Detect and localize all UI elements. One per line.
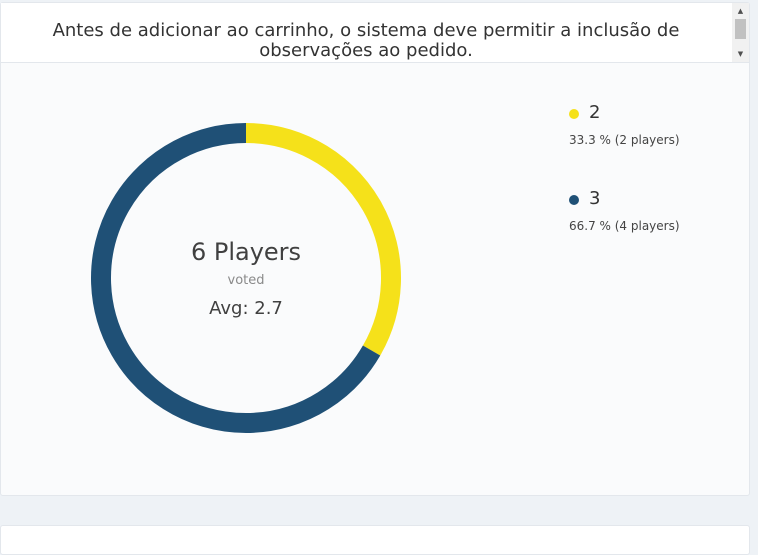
donut-slice-2 (245, 123, 401, 356)
legend-dot-icon (569, 109, 579, 119)
average-label: Avg: 2.7 (209, 298, 283, 319)
question-text: Antes de adicionar ao carrinho, o sistem… (52, 20, 680, 61)
legend-label: 2 (589, 102, 601, 123)
players-count: 6 Players (190, 238, 302, 266)
next-card (0, 525, 750, 555)
legend-dot-icon (569, 195, 579, 205)
legend-detail: 66.7 % (4 players) (569, 219, 680, 233)
scroll-thumb[interactable] (735, 19, 746, 39)
voted-label: voted (227, 273, 265, 288)
question-scrollbar[interactable]: ▲ ▼ (732, 3, 749, 62)
donut-slice-3 (91, 123, 381, 433)
scroll-down-arrow-icon[interactable]: ▼ (737, 50, 744, 58)
donut-slices (91, 123, 401, 433)
scroll-up-arrow-icon[interactable]: ▲ (737, 7, 744, 15)
question-header: Antes de adicionar ao carrinho, o sistem… (1, 3, 749, 63)
legend-detail: 33.3 % (2 players) (569, 133, 680, 147)
legend-label: 3 (589, 188, 601, 209)
donut-chart (91, 123, 401, 433)
vote-results-card: Antes de adicionar ao carrinho, o sistem… (0, 2, 750, 496)
